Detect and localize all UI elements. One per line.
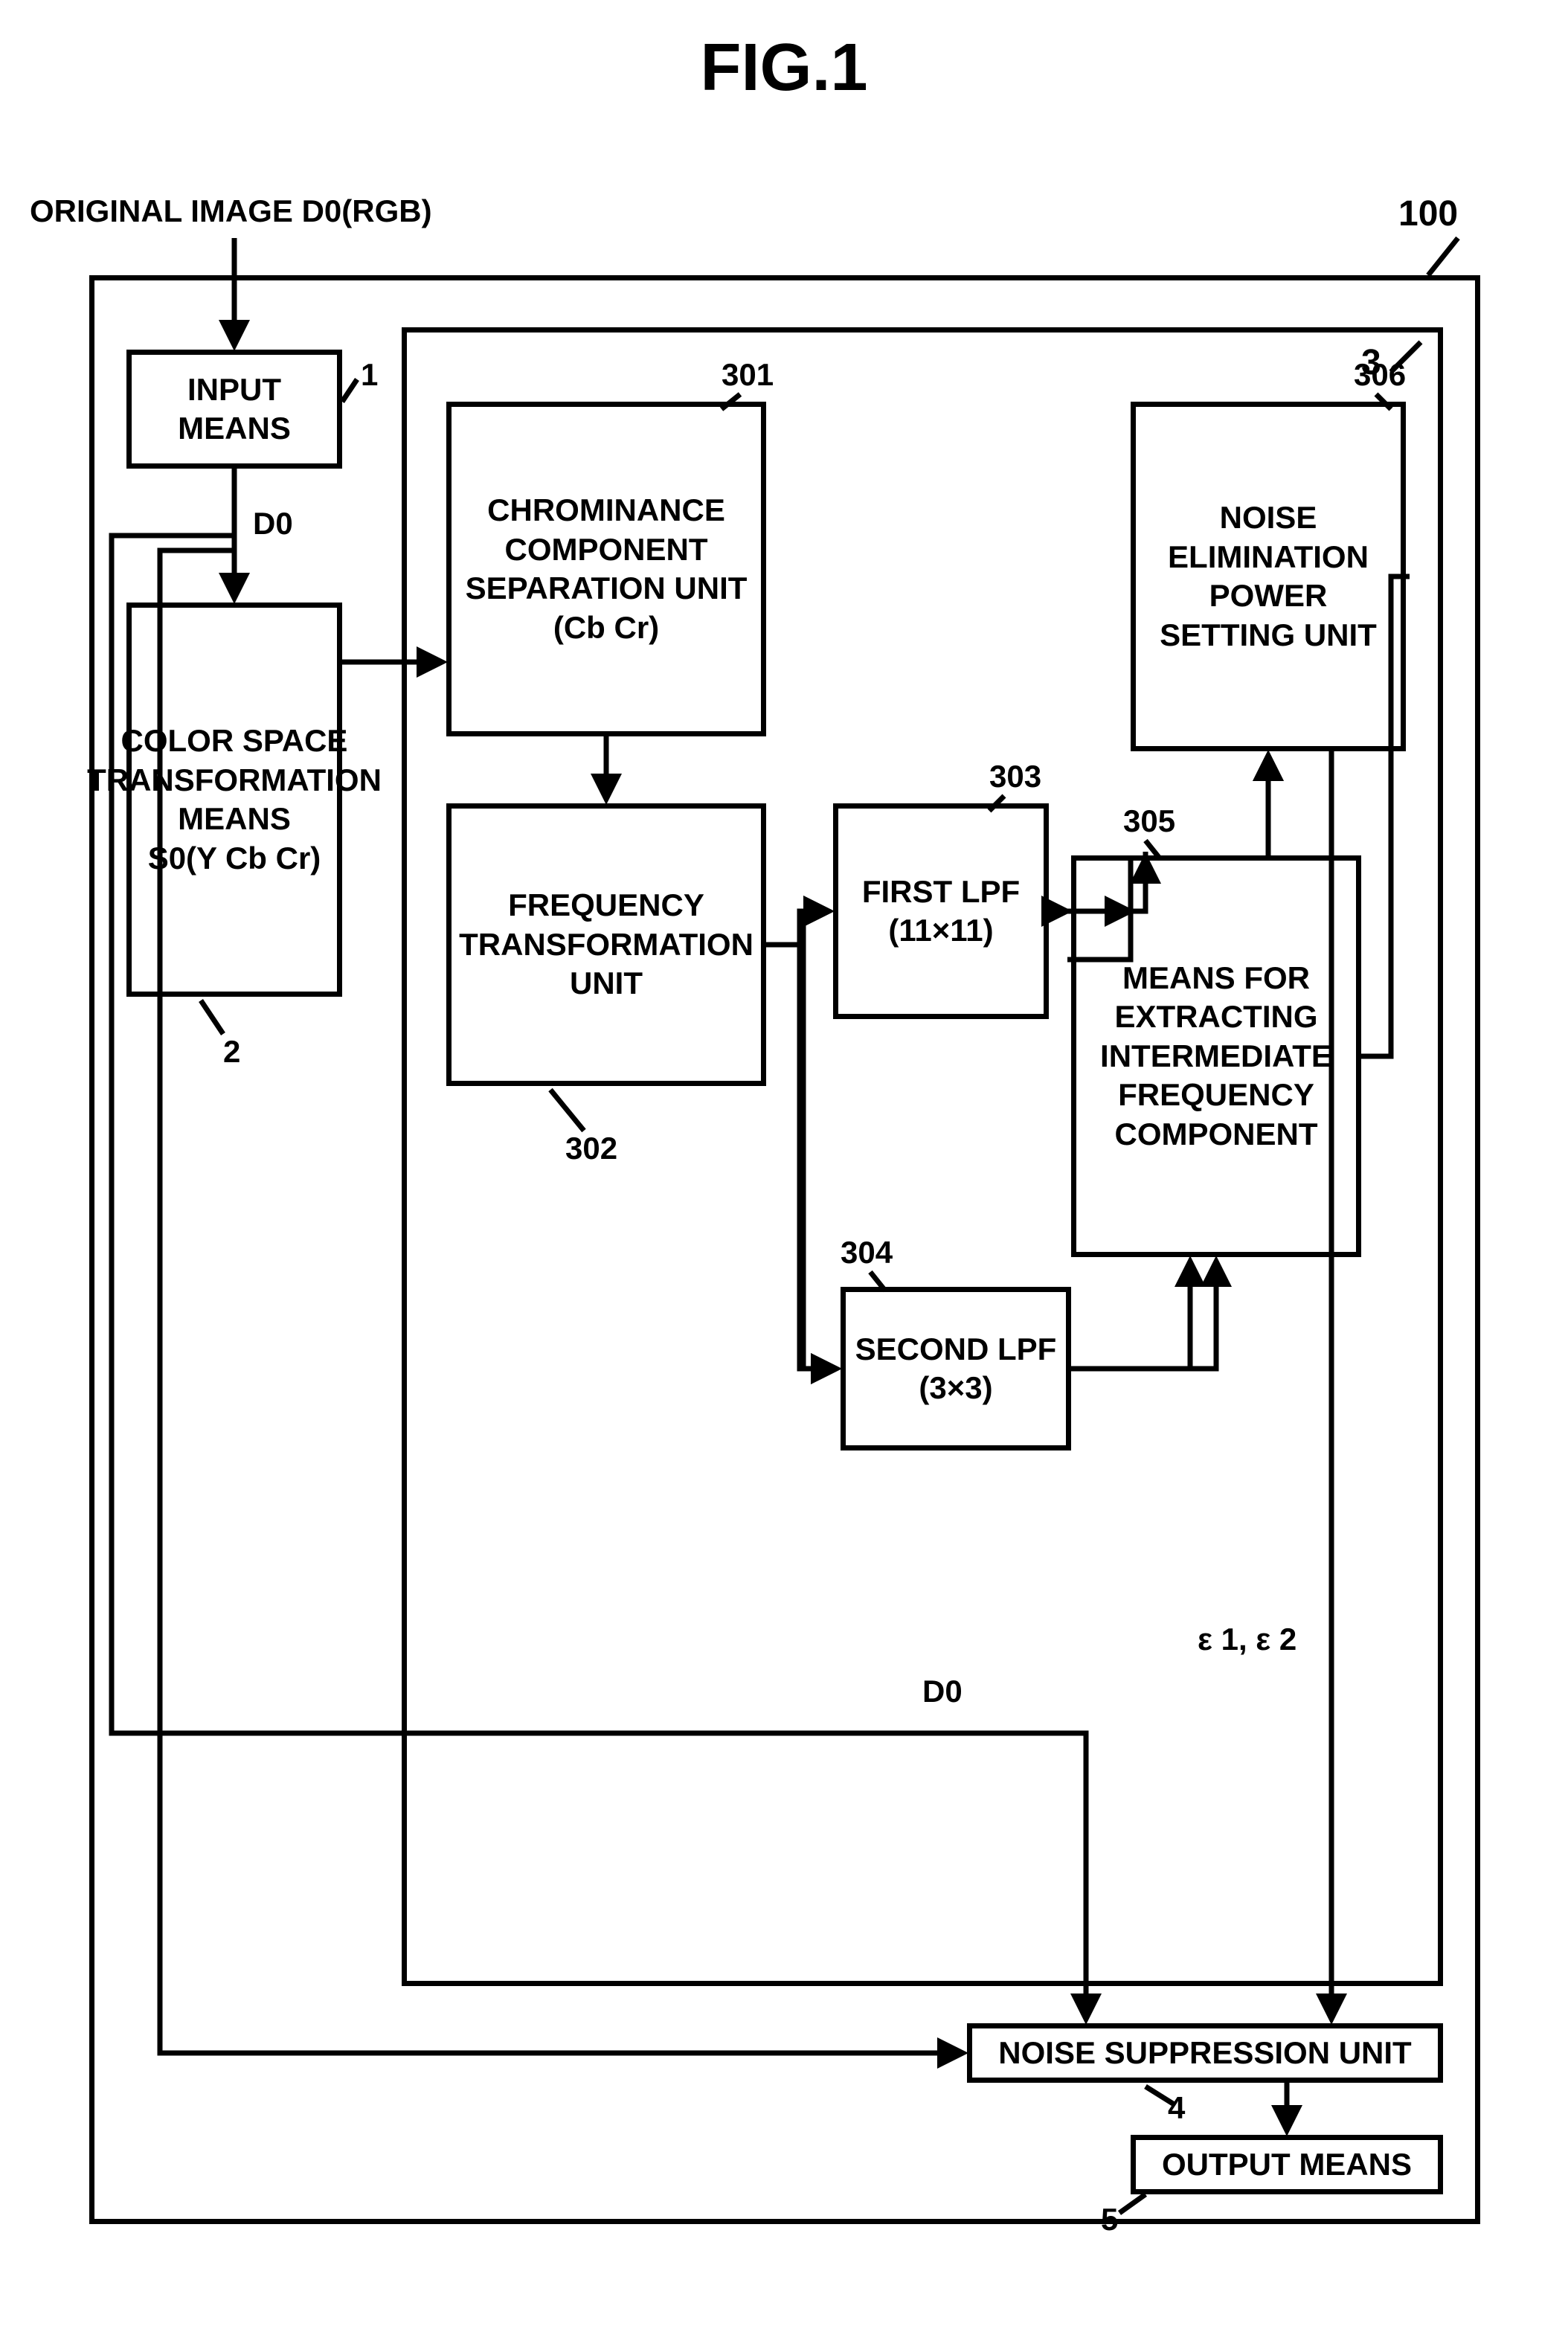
block-chrom-sep: CHROMINANCE COMPONENT SEPARATION UNIT (C… <box>446 402 766 736</box>
block-output-means: OUTPUT MEANS <box>1131 2135 1443 2194</box>
diagram-root: FIG.1 ORIGINAL IMAGE D0(RGB) 100 3 INPUT… <box>30 30 1538 2296</box>
ref-306: 306 <box>1354 357 1406 393</box>
signal-d0-bottom: D0 <box>922 1674 963 1709</box>
block-input-means: INPUT MEANS <box>126 350 342 469</box>
input-signal-label: ORIGINAL IMAGE D0(RGB) <box>30 193 506 229</box>
ref-302: 302 <box>565 1131 617 1166</box>
ref-301: 301 <box>722 357 774 393</box>
ref-2: 2 <box>223 1034 240 1070</box>
signal-eps: ε 1, ε 2 <box>1198 1622 1297 1657</box>
signal-d0-top: D0 <box>253 506 293 542</box>
block-freq-trans: FREQUENCY TRANSFORMATION UNIT <box>446 803 766 1086</box>
ref-304: 304 <box>841 1235 893 1270</box>
block-noise-supp: NOISE SUPPRESSION UNIT <box>967 2023 1443 2083</box>
block-noise-power: NOISE ELIMINATION POWER SETTING UNIT <box>1131 402 1406 751</box>
ref-305: 305 <box>1123 803 1175 839</box>
ref-303: 303 <box>989 759 1041 794</box>
block-color-space: COLOR SPACE TRANSFORMATION MEANS S0(Y Cb… <box>126 603 342 997</box>
block-first-lpf: FIRST LPF (11×11) <box>833 803 1049 1019</box>
block-extract: MEANS FOR EXTRACTING INTERMEDIATE FREQUE… <box>1071 855 1361 1257</box>
figure-title: FIG.1 <box>30 30 1538 106</box>
block-second-lpf: SECOND LPF (3×3) <box>841 1287 1071 1450</box>
ref-1: 1 <box>361 357 378 393</box>
ref-5: 5 <box>1101 2202 1118 2237</box>
ref-100: 100 <box>1398 193 1458 234</box>
ref-4: 4 <box>1168 2090 1185 2126</box>
